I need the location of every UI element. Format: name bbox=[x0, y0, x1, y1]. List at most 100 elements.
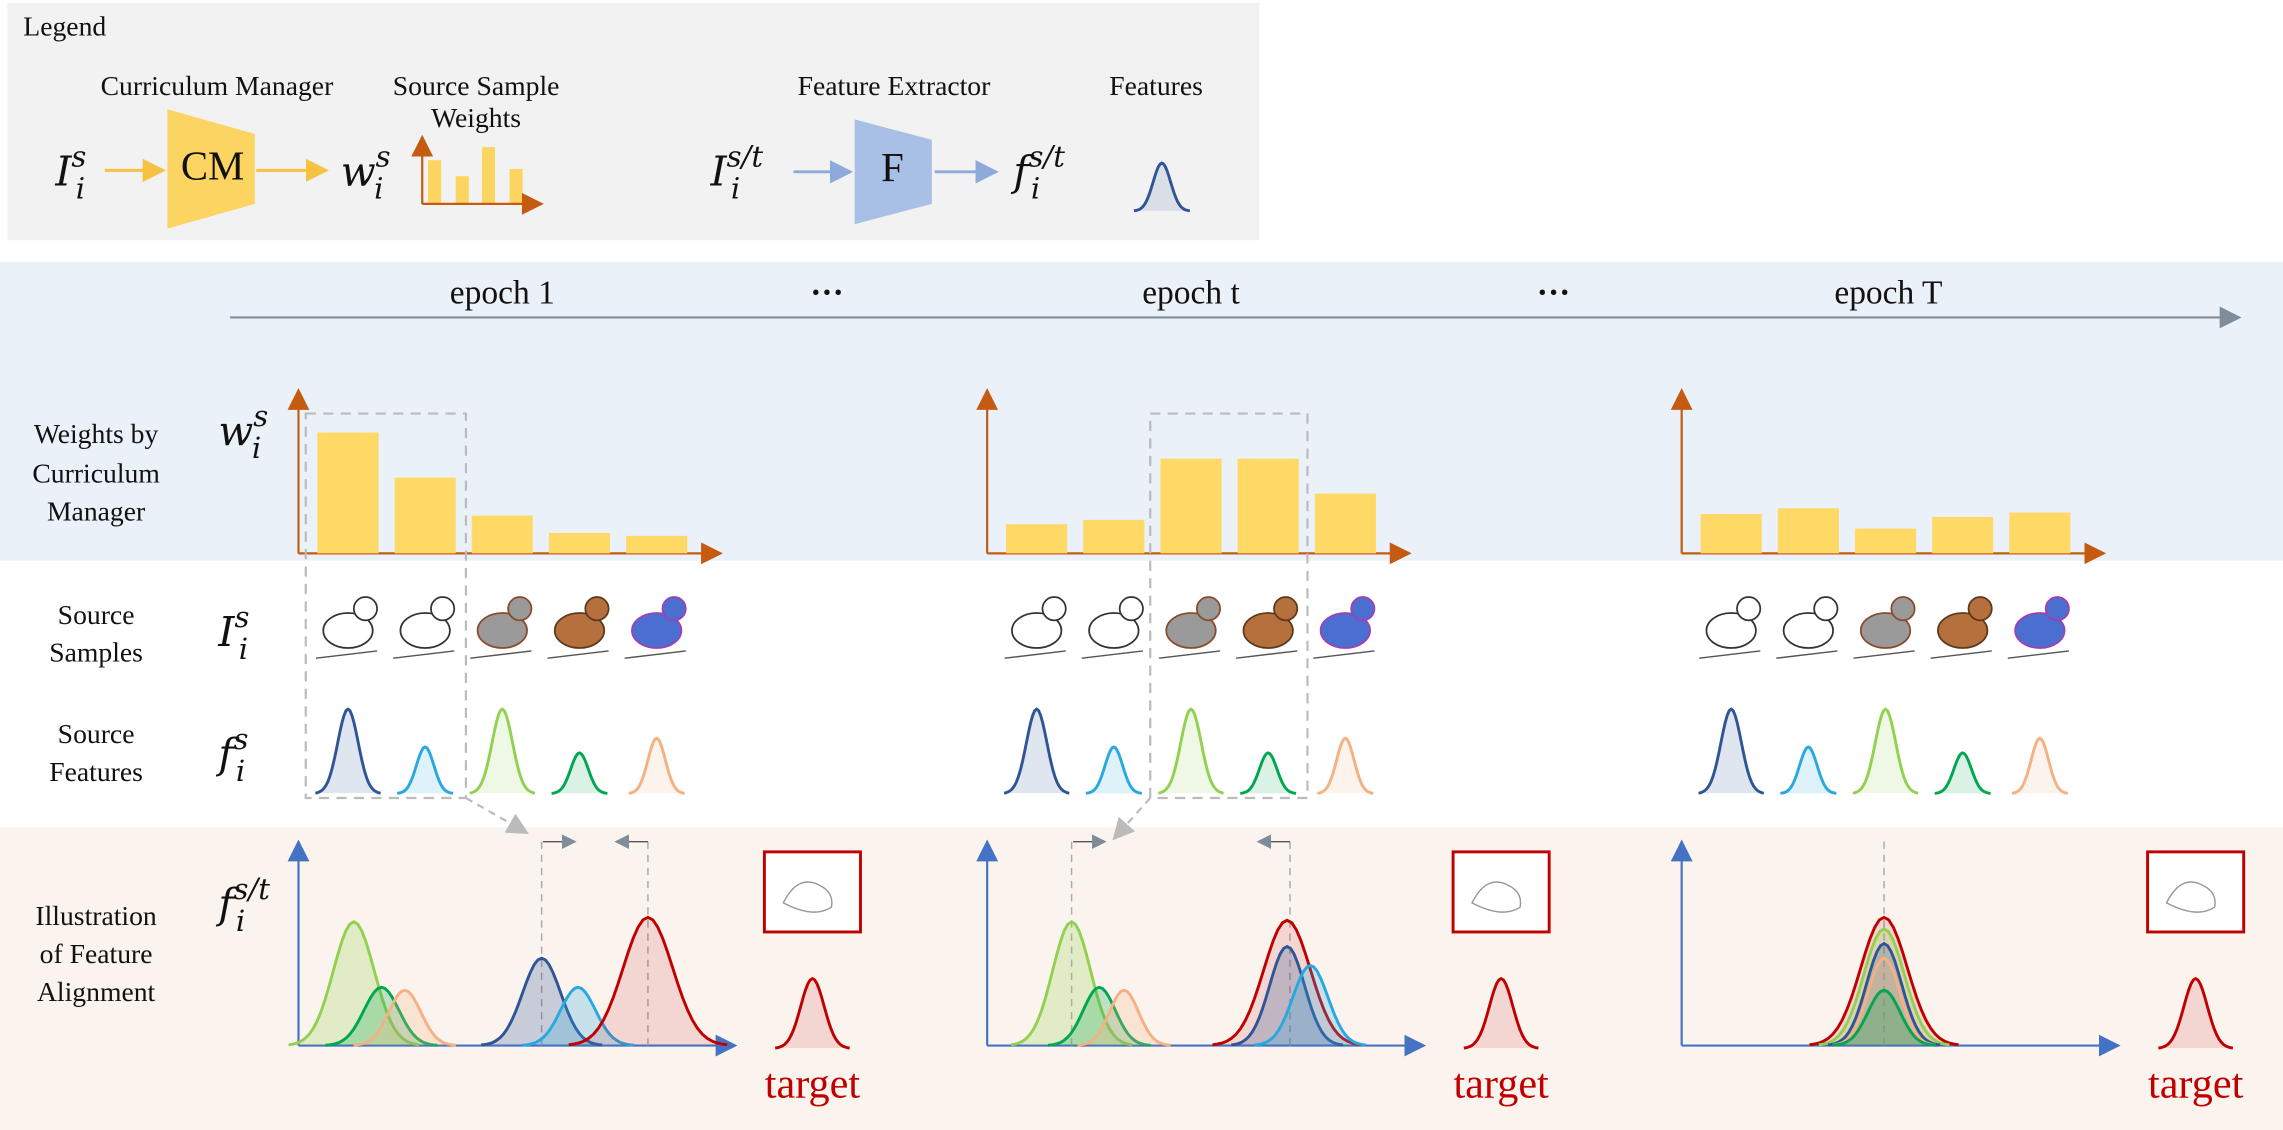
feature-gaussian bbox=[1317, 736, 1374, 795]
bird-head bbox=[1195, 596, 1221, 622]
bird-body bbox=[399, 612, 451, 649]
feature-gaussian bbox=[315, 707, 381, 795]
symbol-sub: i bbox=[239, 632, 248, 666]
math-symbol: fs/t i bbox=[1010, 140, 1065, 206]
cm-title: Curriculum Manager bbox=[101, 70, 334, 101]
fe-block bbox=[854, 119, 932, 225]
bird-head bbox=[1890, 596, 1916, 622]
bird-branch bbox=[547, 650, 609, 659]
bird-branch bbox=[1699, 650, 1761, 659]
ellipsis: ··· bbox=[810, 274, 844, 311]
symbol-sup: s bbox=[253, 399, 268, 433]
bird-body bbox=[1859, 612, 1912, 649]
bird-branch bbox=[1236, 650, 1298, 659]
aligned-gaussian bbox=[480, 956, 603, 1047]
row-label: Weights by bbox=[34, 418, 159, 449]
epoch-label: epoch t bbox=[1142, 274, 1240, 311]
symbol-sub: i bbox=[731, 172, 740, 206]
feature-gaussian bbox=[1240, 751, 1297, 795]
bird-body bbox=[476, 612, 528, 649]
legend-gaussian bbox=[1133, 161, 1191, 213]
aligned-gaussian bbox=[1818, 927, 1950, 1047]
symbol-sub: i bbox=[236, 904, 245, 938]
bird-head bbox=[430, 596, 456, 622]
bird-body bbox=[1705, 612, 1757, 649]
bird-body bbox=[553, 612, 606, 649]
symbol-sup: s bbox=[376, 140, 391, 174]
bird-head bbox=[1813, 596, 1839, 622]
symbol-sub: i bbox=[374, 172, 383, 206]
bird-body bbox=[1088, 612, 1140, 649]
target-image bbox=[1451, 850, 1551, 934]
weight-bar bbox=[626, 535, 688, 554]
bird-branch bbox=[624, 650, 686, 659]
weight-bar bbox=[1314, 493, 1376, 554]
bird-body bbox=[1937, 612, 1989, 649]
symbol-sub: i bbox=[252, 431, 261, 465]
cm-block bbox=[167, 109, 255, 229]
symbol-sub: i bbox=[1031, 172, 1040, 206]
aligned-gaussian bbox=[1230, 944, 1344, 1047]
bird-head bbox=[2044, 596, 2070, 622]
weight-bar bbox=[394, 477, 456, 554]
weights-title: Source Sample bbox=[393, 70, 560, 101]
feature-gaussian bbox=[1780, 745, 1837, 795]
row-label: Manager bbox=[47, 495, 145, 526]
feature-gaussian bbox=[1085, 745, 1143, 795]
row-label: Curriculum bbox=[32, 458, 160, 489]
feature-gaussian bbox=[1934, 751, 1991, 795]
row-label: Source bbox=[58, 599, 135, 630]
features-title: Features bbox=[1109, 70, 1203, 101]
selection-box bbox=[304, 412, 468, 800]
weight-bar bbox=[1777, 508, 1839, 554]
weight-bar bbox=[1237, 458, 1299, 554]
symbol-base: w bbox=[341, 147, 376, 195]
weight-bar bbox=[1932, 516, 1994, 554]
feature-gaussian bbox=[469, 707, 536, 795]
cm-label: CM bbox=[181, 144, 244, 189]
symbol-sub: i bbox=[236, 754, 245, 788]
bird-head bbox=[352, 596, 378, 622]
weight-bar bbox=[471, 515, 533, 554]
feature-gaussian bbox=[551, 751, 608, 795]
aligned-gaussian bbox=[1832, 988, 1936, 1047]
math-symbol: fs/t i bbox=[215, 872, 270, 938]
target-gaussian bbox=[774, 976, 850, 1050]
bird-body bbox=[1782, 612, 1834, 649]
mini-bar-chart bbox=[411, 134, 544, 215]
bird-branch bbox=[1158, 650, 1221, 659]
bird-branch bbox=[2007, 650, 2070, 659]
weight-bar bbox=[1083, 519, 1145, 554]
bird-body bbox=[322, 612, 374, 649]
math-symbol: ws i bbox=[341, 140, 391, 206]
feature-gaussian bbox=[1698, 707, 1765, 795]
alignment-band bbox=[0, 827, 2283, 1130]
bird-head bbox=[1350, 596, 1376, 622]
bird-branch bbox=[393, 650, 455, 659]
bird-body bbox=[631, 612, 683, 649]
selection-box bbox=[1149, 412, 1309, 800]
weight-bar bbox=[1006, 524, 1068, 554]
aligned-gaussian bbox=[1212, 918, 1362, 1047]
target-image bbox=[762, 850, 862, 934]
row-label: of Feature bbox=[40, 938, 153, 969]
bird-branch bbox=[1776, 650, 1838, 659]
aligned-gaussian bbox=[568, 915, 728, 1047]
epoch-label: epoch 1 bbox=[450, 274, 555, 311]
selection-arrow bbox=[465, 797, 529, 835]
legend-title: Legend bbox=[23, 10, 106, 41]
symbol-base: I bbox=[54, 147, 72, 195]
bird-head bbox=[1967, 596, 1993, 622]
math-symbol: fs i bbox=[215, 722, 248, 788]
bird-body bbox=[1165, 612, 1217, 649]
bird-body bbox=[1242, 612, 1294, 649]
symbol-sup: s bbox=[235, 600, 250, 634]
aligned-gaussian bbox=[1047, 985, 1151, 1047]
bird-branch bbox=[1081, 650, 1144, 659]
symbol-sub: i bbox=[76, 172, 85, 206]
target-label: target bbox=[2148, 1060, 2244, 1107]
aligned-gaussian bbox=[1809, 915, 1959, 1047]
symbol-sup: s/t bbox=[727, 140, 764, 174]
feature-gaussian bbox=[628, 736, 685, 795]
